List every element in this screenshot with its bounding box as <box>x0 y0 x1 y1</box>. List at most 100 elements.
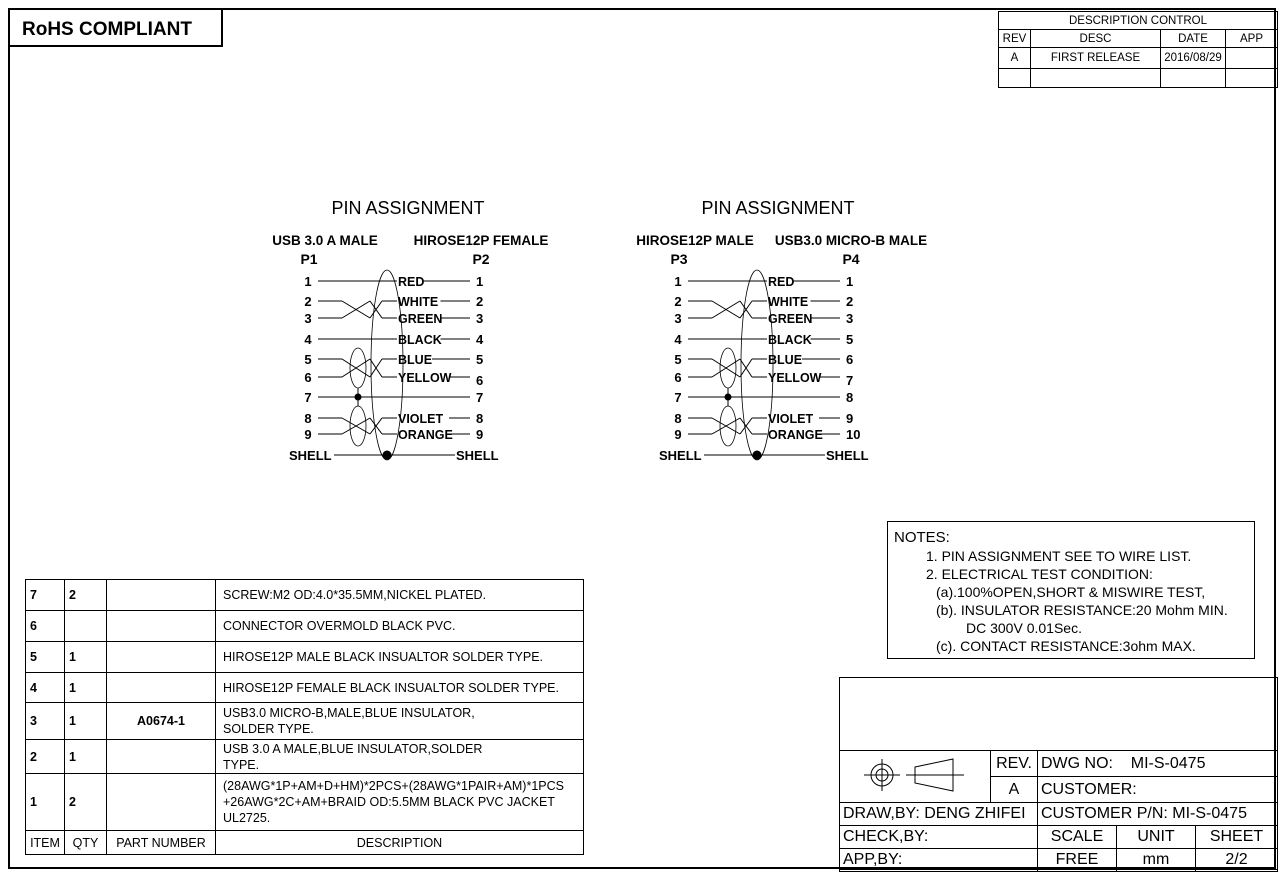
pin-left: 3 <box>674 311 681 326</box>
wire <box>739 358 753 378</box>
pair-shield-ellipse <box>719 405 737 447</box>
shield-ground-dot <box>752 450 762 460</box>
left-connector-label: HIROSE12P MALE <box>636 233 754 248</box>
item-cell: 4 <box>25 672 65 703</box>
bom-header: ITEM <box>25 830 65 855</box>
unit-label: UNIT <box>1116 825 1196 849</box>
rev-header: REV <box>998 29 1031 48</box>
wire-color-label: WHITE <box>768 295 808 309</box>
dwg-no: MI-S-0475 <box>1130 754 1206 772</box>
note-line: (c). CONTACT RESISTANCE:3ohm MAX. <box>936 638 1196 654</box>
pin-left: 5 <box>674 352 681 367</box>
description-cell: HIROSE12P FEMALE BLACK INSUALTOR SOLDER … <box>215 672 584 703</box>
part-number-cell <box>106 773 216 831</box>
pin-right: 7 <box>846 373 853 388</box>
app-cell <box>1225 68 1278 88</box>
qty-cell: 1 <box>64 672 107 703</box>
app-header: APP <box>1225 29 1278 48</box>
bom-header: QTY <box>64 830 107 855</box>
pin-left: 4 <box>674 332 682 347</box>
pin-right: 4 <box>476 332 484 347</box>
bom-row: 1 2 (28AWG*1P+AM+D+HM)*2PCS+(28AWG*1PAIR+A… <box>25 773 584 831</box>
part-number-cell <box>106 641 216 673</box>
pin-left: 4 <box>304 332 312 347</box>
item-cell: 2 <box>25 739 65 774</box>
note-line: 1. PIN ASSIGNMENT SEE TO WIRE LIST. <box>926 548 1192 564</box>
third-angle-projection-icon <box>864 758 964 792</box>
description-cell: CONNECTOR OVERMOLD BLACK PVC. <box>215 610 584 642</box>
wire-color-label: WHITE <box>398 295 438 309</box>
pair-shield-ellipse <box>349 405 367 447</box>
wire-color-label: VIOLET <box>398 412 444 426</box>
part-number-cell <box>106 610 216 642</box>
pin-right: 8 <box>846 390 853 405</box>
wire-color-label: BLUE <box>398 353 432 367</box>
part-number-cell <box>106 739 216 774</box>
sheet-label: SHEET <box>1195 825 1278 849</box>
wire-color-label: RED <box>768 275 794 289</box>
wire <box>369 300 383 319</box>
right-connector-label: USB3.0 MICRO-B MALE <box>775 233 927 248</box>
description-cell: (28AWG*1P+AM+D+HM)*2PCS+(28AWG*1PAIR+AM)… <box>215 773 584 831</box>
pin-right: 5 <box>846 332 853 347</box>
shell-right: SHELL <box>826 448 869 463</box>
shell-left: SHELL <box>289 448 332 463</box>
pin-right: 3 <box>476 311 483 326</box>
right-ref: P4 <box>842 251 859 267</box>
pin-right: 2 <box>846 294 853 309</box>
app-by: APP,BY: <box>839 848 1038 872</box>
customer: CUSTOMER: <box>1037 776 1278 803</box>
pin-right: 9 <box>476 427 483 442</box>
pin-right: 8 <box>476 411 483 426</box>
wire-color-label: BLACK <box>768 333 812 347</box>
wire <box>341 300 371 319</box>
shell-left: SHELL <box>659 448 702 463</box>
diagram-title: PIN ASSIGNMENT <box>701 198 854 218</box>
right-connector-label: HIROSE12P FEMALE <box>414 233 549 248</box>
wiring-diagrams: PIN ASSIGNMENT USB 3.0 A MALE HIROSE12P FE… <box>272 198 927 463</box>
bom-header: PART NUMBER <box>106 830 216 855</box>
qty-cell <box>64 610 107 642</box>
qty-cell: 1 <box>64 739 107 774</box>
pin-left: 9 <box>304 427 311 442</box>
description-cell: SCREW:M2 OD:4.0*35.5MM,NICKEL PLATED. <box>215 579 584 611</box>
shield-ellipse <box>740 269 774 461</box>
note-line: (b). INSULATOR RESISTANCE:20 Mohm MIN. <box>936 602 1228 618</box>
part-number-cell: A0674-1 <box>106 702 216 740</box>
part-number-cell <box>106 579 216 611</box>
bill-of-materials: 7 2 SCREW:M2 OD:4.0*35.5MM,NICKEL PLATED. 6… <box>25 579 584 855</box>
pin-right: 6 <box>476 373 483 388</box>
sheet-value: 2/2 <box>1195 848 1278 872</box>
qty-cell: 1 <box>64 702 107 740</box>
wire-color-label: ORANGE <box>768 428 823 442</box>
pin-left: 2 <box>674 294 681 309</box>
desc-cell: FIRST RELEASE <box>1030 47 1161 69</box>
left-connector-label: USB 3.0 A MALE <box>272 233 378 248</box>
pin-right: 6 <box>846 352 853 367</box>
shield-ground-dot <box>382 450 392 460</box>
pin-right: 1 <box>476 274 483 289</box>
notes-box: NOTES: 1. PIN ASSIGNMENT SEE TO WIRE LIS… <box>887 521 1255 659</box>
bom-row: 7 2 SCREW:M2 OD:4.0*35.5MM,NICKEL PLATED. <box>25 579 584 611</box>
projection-symbol-cell <box>839 750 991 803</box>
wire <box>711 300 741 319</box>
pair-shield-ellipse <box>719 347 737 389</box>
shell-right: SHELL <box>456 448 499 463</box>
dwg-no-cell: DWG NO: MI-S-0475 <box>1037 750 1278 777</box>
scale-label: SCALE <box>1037 825 1117 849</box>
wire-color-label: VIOLET <box>768 412 814 426</box>
wire-color-label: ORANGE <box>398 428 453 442</box>
wire <box>739 417 753 435</box>
pin-right: 2 <box>476 294 483 309</box>
bom-row: 6 CONNECTOR OVERMOLD BLACK PVC. <box>25 610 584 642</box>
pin-left: 6 <box>674 370 681 385</box>
pin-left: 1 <box>304 274 311 289</box>
pin-right: 7 <box>476 390 483 405</box>
scale-value: FREE <box>1037 848 1117 872</box>
pin-right: 1 <box>846 274 853 289</box>
wire-color-label: GREEN <box>398 312 442 326</box>
wire-color-label: YELLOW <box>768 371 822 385</box>
pin-left: 8 <box>674 411 681 426</box>
pin-left: 1 <box>674 274 681 289</box>
